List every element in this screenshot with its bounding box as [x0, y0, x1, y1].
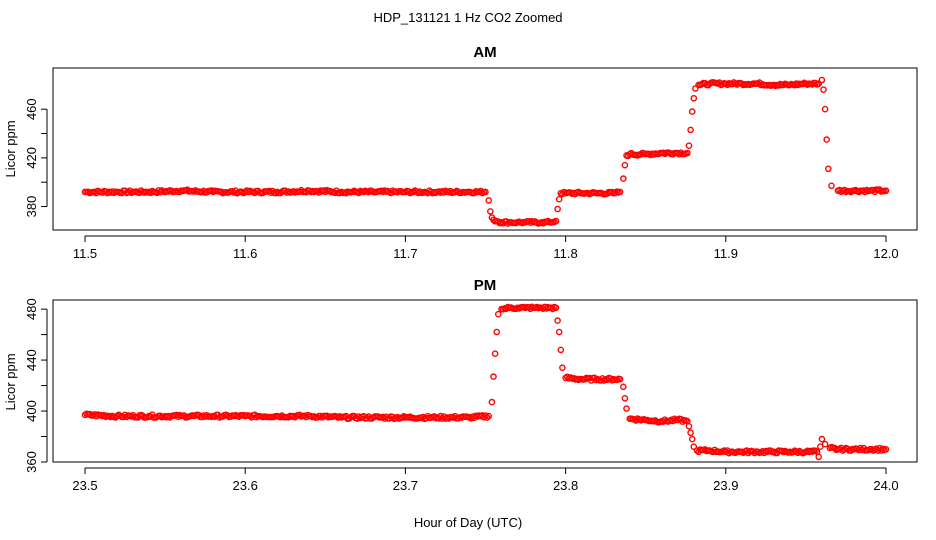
data-point: [559, 364, 566, 372]
plot-frame-pm: [52, 299, 918, 463]
figure-title: HDP_131121 1 Hz CO2 Zoomed: [373, 10, 562, 25]
x-tick-label: 23.7: [393, 478, 418, 493]
data-point: [616, 375, 624, 383]
x-tick-label: 11.9: [714, 246, 738, 261]
data-point: [493, 328, 501, 336]
data-point: [821, 440, 829, 448]
data-point: [488, 398, 496, 406]
data-point: [692, 85, 699, 92]
data-point: [828, 182, 835, 190]
data-point: [482, 188, 489, 196]
data-point: [620, 175, 627, 182]
data-point: [687, 429, 694, 437]
x-tick-label: 11.7: [393, 246, 417, 261]
x-tick-label: 12.0: [873, 246, 898, 261]
data-point: [621, 161, 629, 169]
data-point: [820, 86, 827, 93]
data-point: [557, 346, 565, 354]
y-tick-label: 460: [24, 98, 39, 120]
data-point: [621, 394, 629, 402]
plot-frame-am: [52, 67, 918, 231]
data-point: [823, 136, 831, 143]
plot-area-am: [81, 76, 890, 227]
x-tick-label: 24.0: [873, 478, 898, 493]
data-point: [818, 76, 826, 84]
y-tick-label: 360: [24, 451, 39, 473]
data-point: [552, 217, 560, 225]
x-tick-label: 11.5: [73, 246, 97, 261]
data-point: [815, 80, 823, 87]
data-point: [552, 304, 560, 312]
data-point: [821, 105, 829, 113]
chart-panel-pm: PM Licor ppm 23.5 23.6 23.7 23.8 23.9 24.0 360…: [3, 277, 918, 493]
axes-pm: 23.5 23.6 23.7 23.8 23.9 24.0 360 400 440 480: [24, 298, 899, 493]
data-point: [616, 188, 624, 196]
x-tick-label: 11.6: [233, 246, 257, 261]
axes-am: 11.5 11.6 11.7 11.8 11.9 12.0 380 420 460: [24, 98, 899, 261]
data-point: [555, 195, 563, 203]
data-point: [817, 443, 824, 451]
data-point: [690, 443, 698, 451]
data-point: [485, 197, 493, 204]
y-tick-label: 420: [24, 147, 39, 169]
data-point: [815, 453, 823, 461]
data-point: [486, 208, 494, 215]
data-point: [623, 405, 630, 412]
data-point: [818, 435, 826, 443]
y-tick-label: 400: [24, 400, 39, 422]
data-point: [684, 149, 691, 157]
data-point: [825, 165, 832, 173]
x-tick-label: 23.5: [72, 478, 97, 493]
plot-area-pm: [81, 303, 890, 461]
data-point: [690, 95, 698, 102]
y-tick-label: 440: [24, 349, 39, 371]
x-axis-label: Hour of Day (UTC): [414, 515, 522, 530]
x-tick-label: 11.8: [553, 246, 577, 261]
data-point: [490, 373, 497, 380]
data-point: [555, 328, 563, 336]
y-tick-label: 380: [24, 196, 39, 218]
y-axis-label-am: Licor ppm: [3, 120, 18, 177]
data-point: [485, 412, 493, 420]
data-point: [687, 126, 694, 134]
data-point: [685, 142, 693, 149]
y-tick-label: 480: [24, 298, 39, 320]
data-point: [882, 187, 890, 194]
data-point: [483, 414, 491, 421]
panel-title-am: AM: [473, 44, 496, 61]
y-axis-label-pm: Licor ppm: [3, 353, 18, 410]
data-point: [685, 422, 693, 430]
data-point: [491, 350, 499, 358]
panel-title-pm: PM: [474, 277, 497, 294]
data-point: [620, 383, 627, 391]
x-tick-label: 23.6: [233, 478, 258, 493]
chart-panel-am: AM Licor ppm 11.5 11.6 11.7 11.8 11.9 12.0 380…: [3, 44, 918, 261]
data-point: [494, 310, 502, 318]
data-point: [688, 435, 696, 443]
data-point: [688, 108, 696, 115]
x-tick-label: 23.9: [713, 478, 738, 493]
data-point: [554, 317, 561, 324]
x-tick-label: 23.8: [553, 478, 578, 493]
data-point: [554, 205, 561, 213]
data-point: [882, 445, 890, 453]
